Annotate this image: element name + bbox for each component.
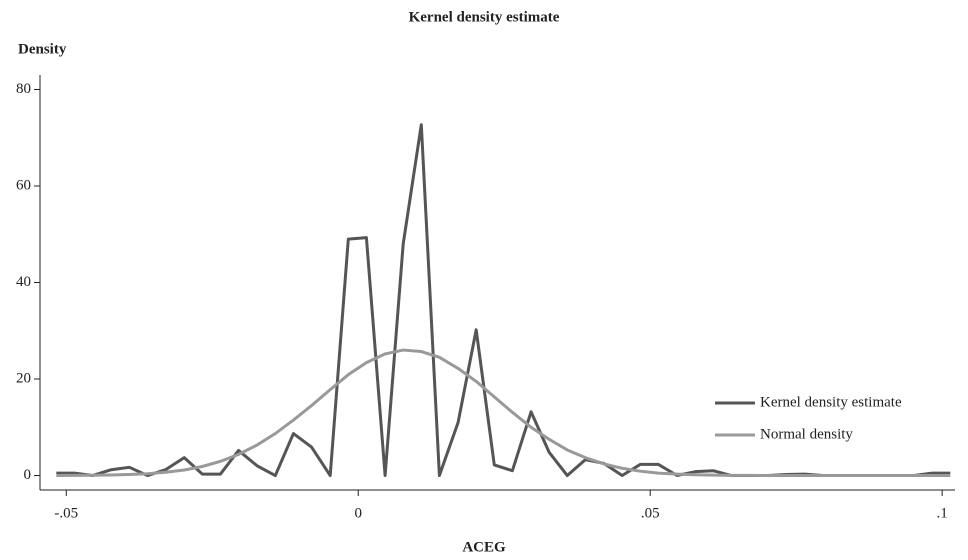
x-axis-label: ACEG xyxy=(462,539,506,555)
y-axis-label: Density xyxy=(18,41,67,57)
legend-label: Normal density xyxy=(760,426,853,442)
y-tick-label: 60 xyxy=(16,177,31,193)
data-line xyxy=(56,348,951,478)
x-tick-label: 0 xyxy=(354,505,362,521)
y-tick-label: 80 xyxy=(16,81,31,97)
x-tick-label: .05 xyxy=(641,505,660,521)
data-line xyxy=(56,123,951,478)
y-tick-label: 20 xyxy=(16,370,31,386)
x-tick-label: -.05 xyxy=(54,505,78,521)
y-tick-label: 40 xyxy=(16,274,31,290)
legend-label: Kernel density estimate xyxy=(760,394,902,410)
chart-title: Kernel density estimate xyxy=(409,9,560,25)
x-tick-label: .1 xyxy=(937,505,948,521)
y-tick-label: 0 xyxy=(24,467,32,483)
